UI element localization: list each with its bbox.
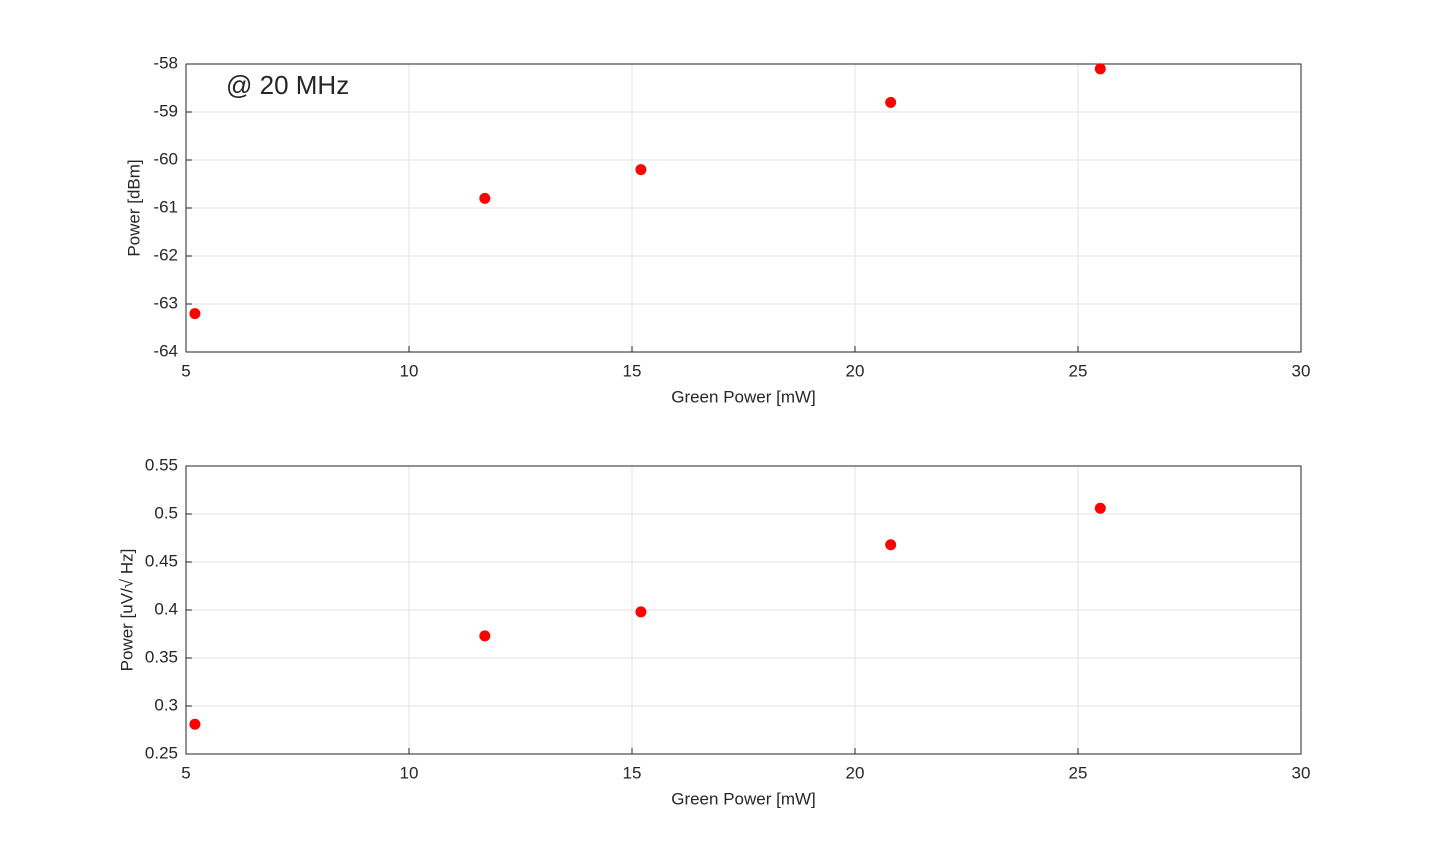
point (635, 606, 647, 618)
y-tick-label: 0.3 (154, 695, 178, 714)
y-tick-label: 0.45 (145, 551, 178, 570)
y-tick-label: -61 (153, 197, 178, 216)
y-axis-label: Power [dBm] (124, 159, 143, 256)
point (479, 192, 491, 204)
x-tick-label: 30 (1292, 361, 1311, 380)
point (885, 96, 897, 108)
x-tick-label: 10 (400, 361, 419, 380)
x-tick-label: 30 (1292, 763, 1311, 782)
annotation: @ 20 MHz (226, 70, 349, 100)
x-tick-label: 5 (181, 763, 190, 782)
y-tick-label: 0.35 (145, 647, 178, 666)
x-tick-label: 15 (623, 763, 642, 782)
point (479, 630, 491, 642)
y-tick-label: 0.4 (154, 599, 178, 618)
point (189, 718, 201, 730)
x-tick-label: 25 (1069, 361, 1088, 380)
y-tick-label: 0.55 (145, 455, 178, 474)
point (189, 308, 201, 320)
subplot: 5 10 15 20 25 30 -64 -63 -62 -61 -60 -59 -58 Green Po… (124, 53, 1310, 406)
x-axis-label: Green Power [mW] (671, 387, 816, 406)
point (1094, 63, 1106, 75)
axes-box (185, 63, 1302, 353)
point (635, 164, 647, 176)
y-tick-label: -58 (153, 53, 178, 72)
point (885, 539, 897, 551)
axes-box (185, 465, 1302, 755)
x-tick-label: 5 (181, 361, 190, 380)
y-axis-label: Power [uV/√ Hz] (117, 549, 136, 672)
point (1094, 502, 1106, 514)
x-tick-label: 25 (1069, 763, 1088, 782)
y-tick-label: -60 (153, 149, 178, 168)
x-tick-label: 15 (623, 361, 642, 380)
y-tick-label: -64 (153, 341, 178, 360)
subplot: 5 10 15 20 25 30 0.25 0.3 0.35 0.4 0.45 0.5 0.55 Gree… (117, 455, 1310, 808)
x-tick-label: 20 (846, 763, 865, 782)
x-axis-label: Green Power [mW] (671, 789, 816, 808)
y-tick-label: -59 (153, 101, 178, 120)
x-tick-label: 10 (400, 763, 419, 782)
y-tick-label: 0.5 (154, 503, 178, 522)
y-tick-label: -62 (153, 245, 178, 264)
x-tick-label: 20 (846, 361, 865, 380)
y-tick-label: 0.25 (145, 743, 178, 762)
y-tick-label: -63 (153, 293, 178, 312)
